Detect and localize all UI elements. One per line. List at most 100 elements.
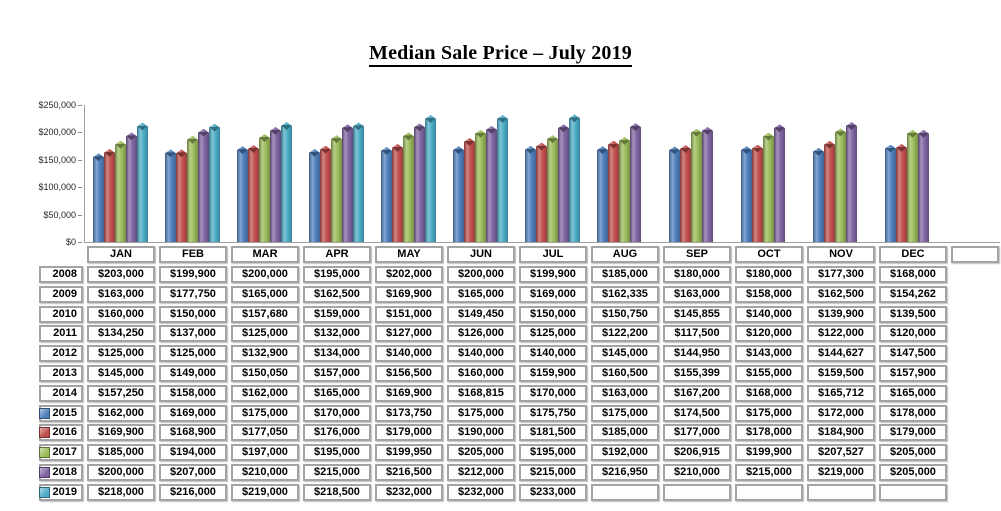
bar-2018-FEB	[198, 128, 209, 242]
y-axis-tick-mark	[78, 105, 82, 106]
bar-2017-DEC	[907, 129, 918, 242]
bar-2019-JAN	[137, 122, 148, 242]
bar-2019-MAY	[425, 114, 436, 242]
bar-2017-SEP	[691, 128, 702, 242]
cell-2008-NOV: $177,300	[807, 266, 875, 283]
cell-2016-DEC: $179,000	[879, 424, 947, 441]
column-header-FEB: FEB	[159, 246, 227, 263]
column-header-SEP: SEP	[663, 246, 731, 263]
cell-2014-MAR: $162,000	[231, 385, 299, 402]
cell-2016-NOV: $184,900	[807, 424, 875, 441]
bar-cap	[309, 151, 320, 157]
bar-cap	[464, 140, 475, 146]
cell-2013-MAY: $156,500	[375, 365, 443, 382]
cell-2009-JUL: $169,000	[519, 286, 587, 303]
bar-2015-FEB	[165, 149, 176, 242]
cell-2015-MAR: $175,000	[231, 405, 299, 422]
bar-2015-JUN	[453, 146, 464, 242]
legend-key-2017	[38, 447, 50, 458]
cell-2018-AUG: $216,950	[591, 464, 659, 481]
bar-2015-AUG	[597, 146, 608, 242]
cell-2010-APR: $159,000	[303, 306, 371, 323]
cell-2009-SEP: $163,000	[663, 286, 731, 303]
cell-2009-APR: $162,500	[303, 286, 371, 303]
column-header-DEC: DEC	[879, 246, 947, 263]
cell-2011-JUL: $125,000	[519, 325, 587, 342]
cell-2012-JUL: $140,000	[519, 345, 587, 362]
cell-2018-JUN: $212,000	[447, 464, 515, 481]
column-header-OCT: OCT	[735, 246, 803, 263]
bar-cap	[237, 149, 248, 155]
row-header-2018: 2018	[38, 464, 83, 481]
row-year-label: 2019	[52, 486, 77, 498]
bar-cap	[126, 135, 137, 141]
cell-2015-MAY: $173,750	[375, 405, 443, 422]
bar-cap	[342, 127, 353, 133]
row-header-2009: 2009	[39, 286, 83, 303]
bar-cap	[497, 117, 508, 123]
cell-2018-SEP: $210,000	[663, 464, 731, 481]
bar-2016-JUL	[536, 142, 547, 242]
row-header-2017: 2017	[38, 444, 83, 461]
cell-2012-NOV: $144,627	[807, 345, 875, 362]
bar-cap	[597, 149, 608, 155]
cell-2016-FEB: $168,900	[159, 424, 227, 441]
bar-2017-AUG	[619, 136, 630, 242]
bar-2018-JAN	[126, 132, 137, 242]
cell-2017-JAN: $185,000	[87, 444, 155, 461]
cell-2012-JAN: $125,000	[87, 345, 155, 362]
column-header-JUN: JUN	[447, 246, 515, 263]
cell-2019-FEB: $216,000	[159, 484, 227, 501]
cell-2010-JUL: $150,000	[519, 306, 587, 323]
bar-2018-MAY	[414, 123, 425, 242]
row-year-label: 2013	[52, 367, 77, 379]
cell-2017-JUN: $205,000	[447, 444, 515, 461]
cell-2017-MAY: $199,950	[375, 444, 443, 461]
bar-cap	[763, 135, 774, 141]
cell-2018-NOV: $219,000	[807, 464, 875, 481]
bar-cap	[741, 149, 752, 155]
cell-2019-AUG	[591, 484, 659, 501]
cell-2017-NOV: $207,527	[807, 444, 875, 461]
bar-2018-JUN	[486, 125, 497, 242]
y-axis-tick-mark	[78, 159, 82, 161]
bar-2018-NOV	[846, 122, 857, 242]
cell-2009-MAY: $169,900	[375, 286, 443, 303]
bar-cap	[702, 129, 713, 135]
cell-2014-JUL: $170,000	[519, 385, 587, 402]
bar-cap	[414, 126, 425, 132]
bar-cap	[165, 152, 176, 158]
row-header-2013: 2013	[39, 365, 83, 382]
cell-2009-FEB: $177,750	[159, 286, 227, 303]
chart-title: Median Sale Price – July 2019	[0, 42, 1001, 67]
column-header-JAN: JAN	[87, 246, 155, 263]
cell-2014-SEP: $167,200	[663, 385, 731, 402]
cell-2018-MAY: $216,500	[375, 464, 443, 481]
bar-cap	[475, 132, 486, 138]
cell-2019-JAN: $218,000	[87, 484, 155, 501]
cell-2013-JUL: $159,900	[519, 365, 587, 382]
bar-cap	[176, 152, 187, 158]
cell-2013-MAR: $150,050	[231, 365, 299, 382]
row-year-label: 2008	[52, 268, 77, 280]
bar-2018-MAR	[270, 126, 281, 242]
cell-2011-DEC: $120,000	[879, 325, 947, 342]
bar-2018-JUL	[558, 124, 569, 242]
cell-2019-OCT	[735, 484, 803, 501]
x-axis-line	[84, 242, 1000, 243]
bar-cap	[774, 127, 785, 133]
chart-title-text: Median Sale Price – July 2019	[369, 42, 632, 67]
cell-2017-AUG: $192,000	[591, 444, 659, 461]
cell-2010-DEC: $139,500	[879, 306, 947, 323]
cell-2017-OCT: $199,900	[735, 444, 803, 461]
bar-2018-SEP	[702, 126, 713, 242]
cell-2018-FEB: $207,000	[159, 464, 227, 481]
cell-2010-FEB: $150,000	[159, 306, 227, 323]
bar-cap	[353, 125, 364, 131]
cell-2015-APR: $170,000	[303, 405, 371, 422]
cell-2012-FEB: $125,000	[159, 345, 227, 362]
cell-2011-SEP: $117,500	[663, 325, 731, 342]
column-header-JUL: JUL	[519, 246, 587, 263]
column-header-MAR: MAR	[231, 246, 299, 263]
cell-2011-OCT: $120,000	[735, 325, 803, 342]
